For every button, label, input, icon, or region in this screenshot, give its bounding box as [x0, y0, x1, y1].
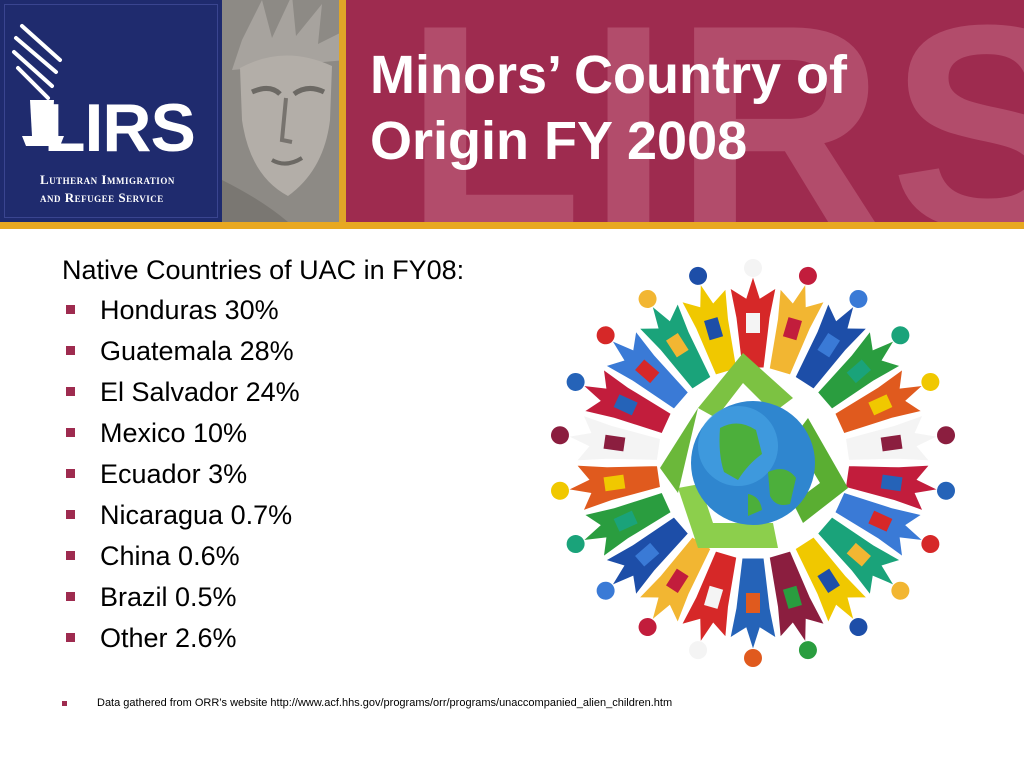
logo-subtitle-line1: Lutheran Immigration — [40, 172, 175, 187]
people-ring — [550, 259, 956, 667]
title-line-1: Minors’ Country of — [370, 45, 847, 105]
list-item: El Salvador 24% — [62, 372, 582, 413]
gold-divider-vertical — [339, 0, 346, 222]
person-figure — [680, 266, 738, 376]
person-figure — [566, 368, 672, 435]
list-item: Brazil 0.5% — [62, 577, 582, 618]
bullet-icon — [66, 428, 75, 437]
person-figure — [844, 464, 956, 512]
list-item: Other 2.6% — [62, 618, 582, 659]
statue-of-liberty-icon — [222, 0, 346, 222]
list-item: Mexico 10% — [62, 413, 582, 454]
logo-subtitle-line2: and Refugee Service — [40, 190, 164, 205]
list-item: China 0.6% — [62, 536, 582, 577]
gold-divider-horizontal — [0, 222, 1024, 229]
person-figure — [637, 536, 712, 637]
slide-content: Native Countries of UAC in FY08: Hondura… — [62, 250, 582, 659]
person-figure — [816, 326, 910, 410]
list-item: Honduras 30% — [62, 290, 582, 331]
footnote-bullet-icon — [62, 700, 67, 706]
person-figure — [834, 491, 940, 558]
bullet-icon — [66, 592, 75, 601]
person-figure — [596, 516, 690, 600]
list-item: Nicaragua 0.7% — [62, 495, 582, 536]
footnote: Data gathered from ORR’s website http://… — [62, 697, 672, 709]
statue-of-liberty-photo — [222, 0, 346, 222]
person-figure — [550, 464, 662, 512]
person-figure — [834, 368, 940, 435]
person-figure — [566, 491, 672, 558]
title-line-2: Origin FY 2008 — [370, 111, 748, 171]
person-figure — [637, 289, 712, 390]
person-figure — [729, 557, 777, 667]
person-figure — [794, 536, 869, 637]
bullet-icon — [66, 633, 75, 642]
person-figure — [596, 326, 690, 410]
list-item: Guatemala 28% — [62, 331, 582, 372]
bullet-icon — [66, 346, 75, 355]
person-figure — [816, 516, 910, 600]
globe-recycle-people-icon — [550, 259, 956, 667]
list-item: Ecuador 3% — [62, 454, 582, 495]
bullet-icon — [66, 469, 75, 478]
country-list: Honduras 30% Guatemala 28% El Salvador 2… — [62, 290, 582, 659]
footnote-text: Data gathered from ORR’s website http://… — [97, 697, 673, 709]
lirs-logo: LIRS Lutheran Immigration and Refugee Se… — [0, 0, 222, 222]
header-banner: LIRS LIRS Lutheran Immigration and Refug… — [0, 0, 1024, 222]
person-figure — [680, 550, 738, 660]
bullet-icon — [66, 551, 75, 560]
person-figure — [550, 414, 662, 462]
bullet-icon — [66, 387, 75, 396]
person-figure — [844, 414, 956, 462]
bullet-icon — [66, 510, 75, 519]
person-figure — [729, 259, 777, 369]
person-figure — [768, 266, 826, 376]
slide-title: Minors’ Country of Origin FY 2008 — [370, 42, 1010, 174]
torch-icon — [12, 24, 64, 146]
intro-text: Native Countries of UAC in FY08: — [62, 255, 465, 285]
person-figure — [794, 289, 869, 390]
logo-wordmark: LIRS — [44, 90, 196, 166]
bullet-icon — [66, 305, 75, 314]
lirs-watermark: LIRS — [405, 0, 1024, 222]
person-figure — [768, 550, 826, 660]
